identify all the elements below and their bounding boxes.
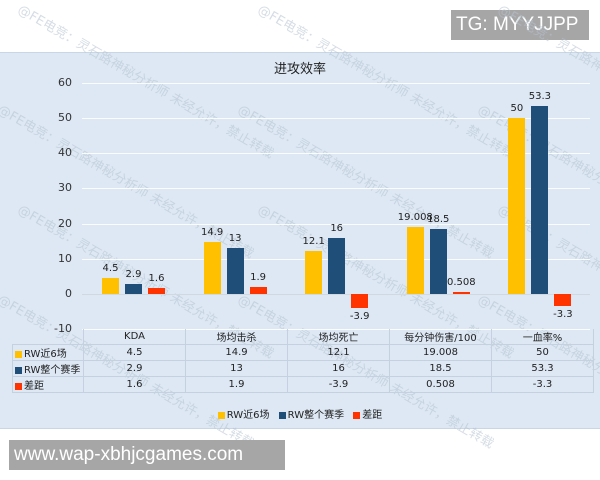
y-tick-label: 40 <box>58 146 72 160</box>
data-label: 1.9 <box>250 272 267 284</box>
table-cell: 13 <box>185 360 288 377</box>
bar-1-3 <box>429 228 447 294</box>
gridline <box>82 188 590 190</box>
row-label-text: RW整个赛季 <box>24 365 81 376</box>
table-row: 差距 1.6 1.9 -3.9 0.508 -3.3 <box>12 376 594 393</box>
gridline <box>82 118 590 119</box>
legend-swatch-icon <box>15 382 22 390</box>
table-row-label: RW整个赛季 <box>12 360 84 377</box>
bar-1-2 <box>328 237 346 294</box>
watermark-text: @FE电竞：灵石路神秘分析师 未经允许，禁止转载 <box>234 102 496 262</box>
table-corner <box>12 329 84 345</box>
legend-label: RW整个赛季 <box>287 410 345 421</box>
data-label: -3.3 <box>553 308 573 320</box>
bar-2-0 <box>148 288 165 294</box>
table-header-cell: 场均击杀 <box>185 329 288 345</box>
row-label-text: 差距 <box>24 381 44 392</box>
data-label: -3.9 <box>349 310 370 322</box>
legend-label: 差距 <box>362 410 383 421</box>
bar-0-2 <box>305 251 323 294</box>
url-badge: www.wap-xbhjcgames.com <box>9 440 285 470</box>
gridline <box>82 223 590 225</box>
gridline <box>82 153 590 155</box>
table-row-label: 差距 <box>12 376 84 393</box>
y-tick-label: 0 <box>65 287 72 300</box>
data-label: 18.5 <box>427 213 450 225</box>
data-label: 13 <box>228 233 242 245</box>
y-tick-label: 50 <box>58 111 72 124</box>
table-header-cell: KDA <box>83 329 186 345</box>
legend-item: 差距 <box>353 410 382 421</box>
bar-0-1 <box>203 241 221 294</box>
data-label: 1.6 <box>148 273 165 285</box>
y-tick-label: 20 <box>58 216 72 230</box>
y-tick-label: 10 <box>58 251 72 265</box>
legend-item: RW近6场 <box>217 410 270 421</box>
data-table: KDA 场均击杀 场均死亡 每分钟伤害/100 一血率% RW近6场 4.5 1… <box>12 329 594 393</box>
table-cell: 53.3 <box>491 360 594 377</box>
legend-swatch-icon <box>15 366 22 374</box>
tg-badge: TG: MYYJJPP <box>451 10 589 40</box>
bar-1-1 <box>226 248 244 294</box>
table-row: RW整个赛季 2.9 13 16 18.5 53.3 <box>12 360 594 377</box>
table-cell: 1.9 <box>185 376 288 393</box>
row-label-text: RW近6场 <box>24 349 67 360</box>
table-cell: 18.5 <box>389 360 492 377</box>
table-row-label: RW近6场 <box>12 344 84 361</box>
data-label: 50 <box>510 103 524 114</box>
legend-swatch-icon <box>278 411 286 419</box>
y-tick-label: 60 <box>58 75 72 89</box>
bar-1-4 <box>531 106 549 294</box>
bar-0-0 <box>102 278 119 294</box>
table-cell: 12.1 <box>287 344 390 361</box>
data-label: 4.5 <box>102 263 119 275</box>
bar-1-0 <box>125 283 142 294</box>
bar-2-4 <box>554 294 572 306</box>
table-cell: 50 <box>491 344 594 361</box>
table-header-cell: 每分钟伤害/100 <box>389 329 492 345</box>
y-tick-label: 30 <box>58 181 72 195</box>
data-label: 19.008 <box>397 212 433 224</box>
table-header-cell: 一血率% <box>491 329 594 345</box>
legend-swatch-icon <box>217 411 225 419</box>
chart-title: 进攻效率 <box>273 62 326 77</box>
data-label: 2.9 <box>125 268 142 280</box>
gridline <box>82 294 590 295</box>
bar-0-4 <box>508 118 526 294</box>
bar-0-3 <box>406 227 424 294</box>
table-cell: -3.3 <box>491 376 594 393</box>
chart-legend: RW近6场 RW整个赛季 差距 <box>0 406 600 421</box>
gridline <box>82 82 590 84</box>
legend-swatch-icon <box>353 411 361 419</box>
data-label: 53.3 <box>528 91 552 103</box>
table-cell: 2.9 <box>83 360 186 377</box>
legend-item: RW整个赛季 <box>278 410 345 421</box>
bar-2-1 <box>249 287 267 294</box>
table-cell: 19.008 <box>389 344 492 361</box>
table-cell: 1.6 <box>83 376 186 393</box>
bar-2-3 <box>452 292 470 294</box>
table-row: RW近6场 4.5 14.9 12.1 19.008 50 <box>12 344 594 361</box>
table-cell: 4.5 <box>83 344 186 361</box>
table-header-cell: 场均死亡 <box>287 329 390 345</box>
table-cell: 0.508 <box>389 376 492 393</box>
bar-2-2 <box>351 294 369 308</box>
table-cell: 16 <box>287 360 390 377</box>
table-cell: -3.9 <box>287 376 390 393</box>
data-label: 12.1 <box>302 236 325 248</box>
legend-swatch-icon <box>15 350 22 358</box>
legend-label: RW近6场 <box>226 410 270 421</box>
data-label: 14.9 <box>200 226 224 238</box>
table-header-row: KDA 场均击杀 场均死亡 每分钟伤害/100 一血率% <box>12 329 594 345</box>
table-cell: 14.9 <box>185 344 288 361</box>
data-label: 16 <box>330 222 344 234</box>
data-label: 0.508 <box>446 277 476 289</box>
